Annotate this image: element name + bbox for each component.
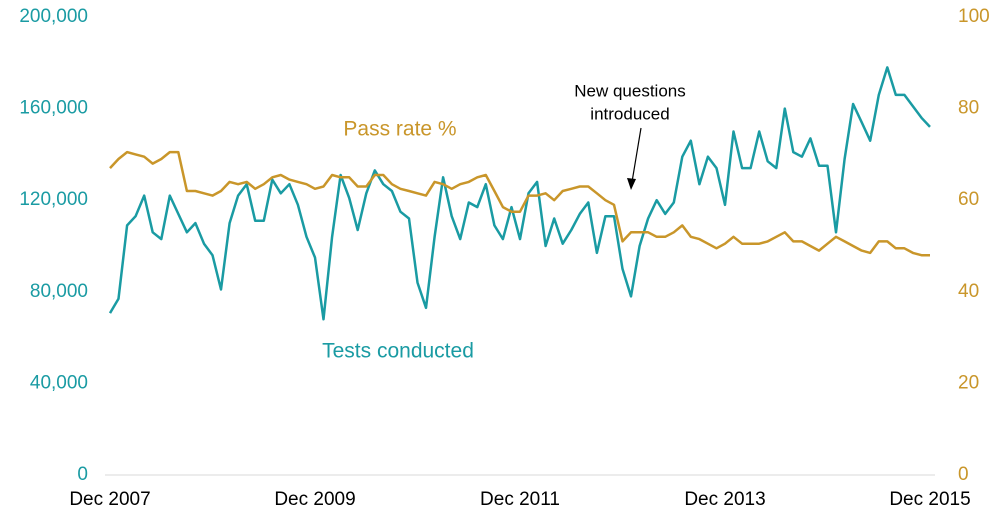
annotation: New questions: [574, 81, 686, 100]
x-tick-label: Dec 2015: [889, 489, 970, 510]
annotation: introduced: [590, 104, 669, 123]
y-tick-label: 160,000: [19, 98, 88, 119]
y-tick-label: 120,000: [19, 189, 88, 210]
y2-tick-label: 40: [958, 281, 979, 302]
y-tick-label: 200,000: [19, 6, 88, 27]
x-tick-label: Dec 2009: [274, 489, 355, 510]
x-tick-label: Dec 2013: [684, 489, 765, 510]
y2-tick-label: 20: [958, 372, 979, 393]
series-line: [109, 150, 930, 257]
annotation: Tests conducted: [322, 340, 474, 363]
x-tick-label: Dec 2011: [480, 489, 560, 510]
y-tick-label: 40,000: [30, 372, 88, 393]
x-tick-label: Dec 2007: [69, 489, 150, 510]
y2-tick-label: 100: [958, 6, 990, 27]
annotation: Pass rate %: [343, 118, 456, 141]
series-line: [108, 66, 931, 321]
y-tick-label: 0: [77, 464, 88, 485]
y2-tick-label: 0: [958, 464, 969, 485]
y2-tick-label: 60: [958, 189, 979, 210]
annotation-arrow: [631, 127, 642, 183]
arrow-head: [627, 178, 636, 190]
y-tick-label: 80,000: [30, 281, 88, 302]
y2-tick-label: 80: [958, 98, 979, 119]
